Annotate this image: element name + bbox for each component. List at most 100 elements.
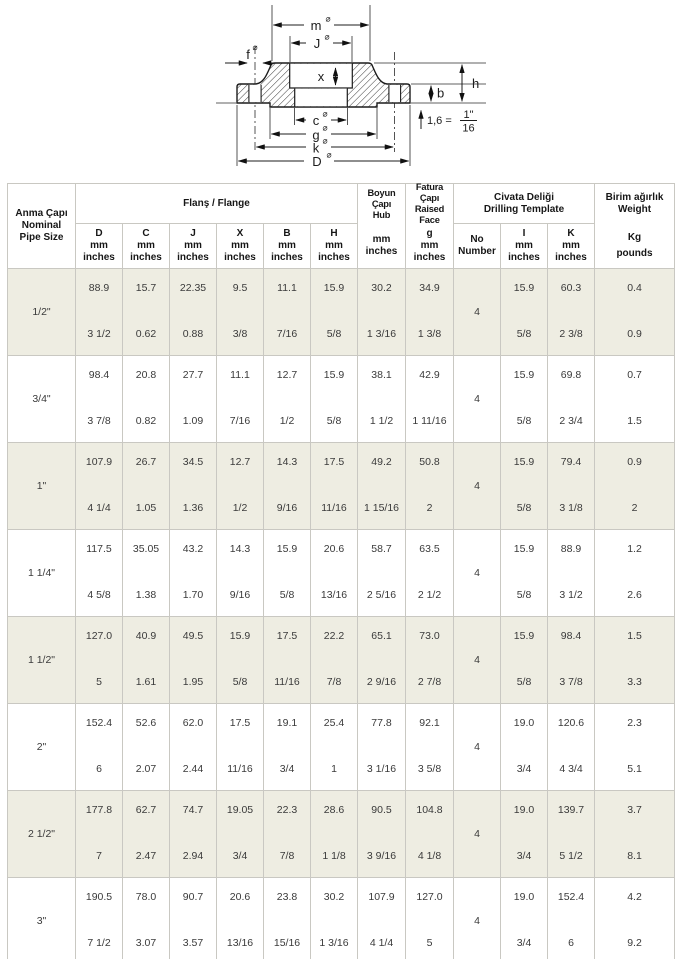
inches-value: 5/8 xyxy=(516,415,532,427)
inches-value: 3.57 xyxy=(182,937,204,949)
label-underlays xyxy=(304,17,334,168)
dim-label-c: c xyxy=(313,113,320,128)
dimension-cell: 152.4 6 xyxy=(546,877,596,959)
mm-value: 127.0 xyxy=(85,630,113,642)
header-col-c: C mm inches xyxy=(122,223,170,269)
inches-value: 3 1/16 xyxy=(366,763,397,775)
inches-value: 4 5/8 xyxy=(87,589,111,601)
mm-value: 22.3 xyxy=(276,804,298,816)
dimension-cell: 15.7 0.62 xyxy=(122,268,170,356)
mm-value: 30.2 xyxy=(323,891,345,903)
inches-value: 9/16 xyxy=(276,502,298,514)
table-row: 3/4" 98.4 3 7/8 20.8 0.82 27.7 1.09 11.1 7/16 12.… xyxy=(7,355,676,443)
mm-value: 22.2 xyxy=(323,630,345,642)
dimension-cell: 107.9 4 1/4 xyxy=(357,877,406,959)
dimension-cell: 22.3 7/8 xyxy=(263,790,311,878)
inches-value: 9/16 xyxy=(229,589,251,601)
inches-value: 2 3/4 xyxy=(559,415,583,427)
inches-value: 1.70 xyxy=(182,589,204,601)
mm-value: 104.8 xyxy=(416,804,443,816)
inches-value: 4 1/8 xyxy=(417,850,442,862)
dimension-cell: 12.7 1/2 xyxy=(216,442,264,530)
dimension-cell: 15.9 5/8 xyxy=(500,616,548,704)
mm-value: 25.4 xyxy=(323,717,345,729)
dimension-cell: 15.9 5/8 xyxy=(500,442,548,530)
header-pipe-size: Anma Çapı Nominal Pipe Size xyxy=(7,183,76,269)
inches-value: 1.36 xyxy=(182,502,204,514)
dim-label-b: b xyxy=(437,86,444,101)
inches-value: 3 1/2 xyxy=(559,589,583,601)
inches-value: 13/16 xyxy=(320,589,348,601)
mm-value: 19.05 xyxy=(226,804,254,816)
inches-value: 1.09 xyxy=(182,415,204,427)
mm-value: 20.8 xyxy=(135,369,157,381)
mm-value: 152.4 xyxy=(557,891,585,903)
inches-value: 5/8 xyxy=(232,676,248,688)
dimension-cell: 23.8 15/16 xyxy=(263,877,311,959)
mm-value: 177.8 xyxy=(85,804,113,816)
dimension-cell: 88.9 3 1/2 xyxy=(546,529,596,617)
dimension-cell: 26.7 1.05 xyxy=(122,442,170,530)
dimension-cell: 12.7 1/2 xyxy=(263,355,311,443)
inches-value: 5/8 xyxy=(516,676,532,688)
mm-value: 14.3 xyxy=(276,456,298,468)
table-row: 2" 152.4 6 52.6 2.07 62.0 2.44 17.5 11/16 19.1 3/4… xyxy=(7,703,676,791)
inches-value: 5 1/2 xyxy=(559,850,583,862)
dimension-cell: 15.9 5/8 xyxy=(263,529,311,617)
mm-value: 62.7 xyxy=(135,804,157,816)
mm-value: 49.5 xyxy=(182,630,204,642)
dimension-cell: 88.9 3 1/2 xyxy=(75,268,123,356)
inches-value: 5/8 xyxy=(516,589,532,601)
inches-value: 1/2 xyxy=(279,415,295,427)
mm-value: 9.5 xyxy=(232,282,248,294)
table-body: 1/2" 88.9 3 1/2 15.7 0.62 22.35 0.88 9.5 3/8 11.1… xyxy=(7,268,676,959)
dim-label-j: J xyxy=(314,36,321,51)
mm-value: 65.1 xyxy=(371,630,392,642)
dimension-cell: 19.0 3/4 xyxy=(500,877,548,959)
header-drilling-group: Civata Deliği Drilling Template xyxy=(452,182,596,225)
mm-value: 19.1 xyxy=(276,717,298,729)
bolt-hole-left xyxy=(248,84,262,103)
dimension-cell: 30.2 1 3/16 xyxy=(357,268,406,356)
dim-label-d: D xyxy=(312,154,321,169)
header-col-h: H mm inches xyxy=(310,223,358,269)
header-hub: Boyun Çapı Hub mm inches xyxy=(357,183,406,269)
bore-recess xyxy=(289,63,353,89)
pipe-size-cell: 1 1/2" xyxy=(7,616,76,704)
inches-value: 3/4 xyxy=(516,937,532,949)
inches-value: 7/16 xyxy=(229,415,251,427)
dimension-cell: 35.05 1.38 xyxy=(122,529,170,617)
dimension-cell: 17.5 11/16 xyxy=(216,703,264,791)
dimension-cell: 0.9 2 xyxy=(594,442,676,530)
dimension-cell: 19.1 3/4 xyxy=(263,703,311,791)
inches-value: 11/16 xyxy=(227,763,253,775)
mm-value: 107.9 xyxy=(368,891,395,903)
header-col-k: K mm inches xyxy=(546,223,596,269)
inches-value: 4 1/4 xyxy=(87,502,111,514)
dimension-cell: 15.9 5/8 xyxy=(500,529,548,617)
mm-value: 88.9 xyxy=(560,543,582,555)
inches-value: 1 xyxy=(331,763,337,775)
dimension-cell: 19.0 3/4 xyxy=(500,703,548,791)
dimension-cell: 78.0 3.07 xyxy=(122,877,170,959)
dimension-cell: 190.5 7 1/2 xyxy=(75,877,123,959)
bolt-count-cell: 4 xyxy=(453,529,501,617)
pipe-size-cell: 2 1/2" xyxy=(7,790,76,878)
mm-value: 17.5 xyxy=(323,456,345,468)
dimension-cell: 90.5 3 9/16 xyxy=(357,790,406,878)
bolt-count-cell: 4 xyxy=(453,790,501,878)
table-row: 3" 190.5 7 1/2 78.0 3.07 90.7 3.57 20.6 13/16 23.… xyxy=(7,877,676,959)
inches-value: 3/8 xyxy=(232,328,248,340)
dimension-cell: 38.1 1 1/2 xyxy=(357,355,406,443)
dimension-cell: 79.4 3 1/8 xyxy=(546,442,596,530)
inches-value: 1 1/8 xyxy=(322,850,346,862)
dimension-cell: 14.3 9/16 xyxy=(263,442,311,530)
dimension-cell: 139.7 5 1/2 xyxy=(546,790,596,878)
mm-value: 107.9 xyxy=(85,456,113,468)
dimension-cell: 3.7 8.1 xyxy=(594,790,676,878)
dimension-cell: 127.0 5 xyxy=(75,616,123,704)
dimension-cell: 60.3 2 3/8 xyxy=(546,268,596,356)
inches-value: 5 xyxy=(96,676,102,688)
pipe-size-cell: 2" xyxy=(7,703,76,791)
note-denominator: 16 xyxy=(462,123,474,135)
